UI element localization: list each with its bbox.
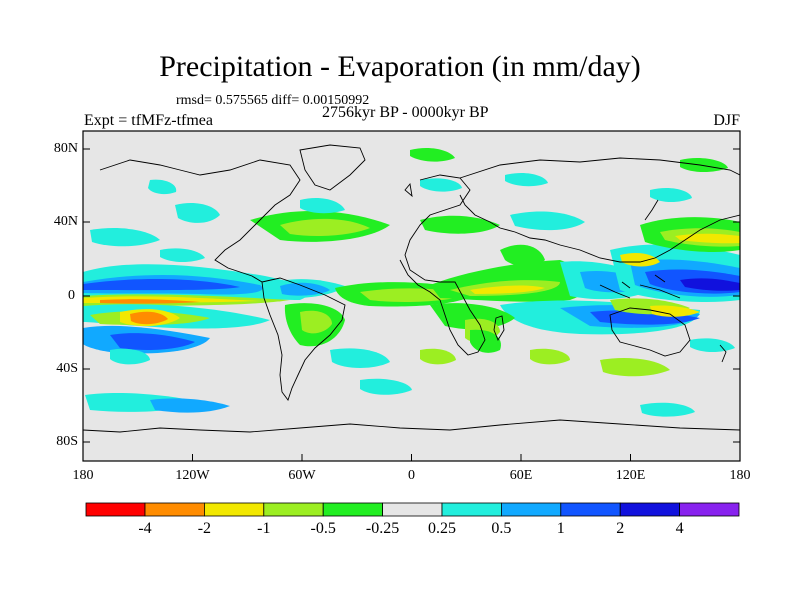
colorbar-label: -0.5 (310, 520, 336, 537)
field-patch (500, 244, 545, 267)
field-patch (150, 398, 230, 413)
colorbar-label: -0.25 (365, 520, 400, 537)
colorbar-box (619, 502, 681, 517)
x-tick-label: 60W (288, 468, 316, 483)
field-patch (420, 178, 462, 192)
y-tick-label: 80N (53, 141, 78, 156)
y-tick-label: 40N (53, 214, 78, 229)
colorbar-box (382, 502, 443, 517)
colorbar-label: -2 (197, 520, 212, 537)
field-patch (300, 198, 345, 214)
x-tick-label: 120E (615, 468, 646, 483)
colorbar-box (322, 502, 384, 517)
y-tick-label: 40S (56, 361, 78, 376)
field-patch (640, 402, 695, 417)
colorbar-label: -1 (257, 520, 271, 537)
page-title: Precipitation - Evaporation (in mm/day) (159, 50, 641, 83)
field-patch (470, 285, 545, 294)
field-patch (110, 333, 195, 350)
field-patch (690, 338, 735, 353)
field-patch (620, 252, 660, 267)
colorbar-box (560, 502, 621, 517)
season-label: DJF (713, 112, 740, 129)
field-patch (470, 329, 501, 353)
coastlines (83, 144, 740, 433)
x-tick-label: 180 (729, 468, 751, 483)
coastline-japan (644, 199, 659, 221)
field-patch (420, 215, 500, 234)
field-patch (90, 228, 160, 247)
field-patch (360, 378, 412, 395)
field-patch (505, 172, 548, 187)
coastline-north-america (99, 159, 301, 283)
colorbar-box (679, 502, 740, 517)
field-patch (130, 311, 168, 325)
field-layer (83, 147, 740, 417)
x-tick-marks (82, 454, 741, 461)
colorbar-box (203, 502, 265, 517)
field-patch (650, 187, 692, 203)
coastline-australia (609, 307, 691, 357)
y-tick-marks (83, 148, 740, 443)
field-patch (110, 348, 150, 365)
field-patch (650, 305, 700, 317)
colorbar-box (500, 502, 562, 517)
colorbar-label: 1 (556, 520, 565, 537)
field-patch (530, 348, 570, 365)
x-tick-label: 60E (509, 468, 533, 483)
x-tick-label: 0 (408, 468, 415, 483)
field-patch (680, 278, 740, 291)
field-patch (420, 348, 456, 365)
y-tick-label: 0 (68, 288, 75, 303)
colorbar-box (441, 502, 502, 517)
coastline-madagascar (493, 315, 505, 342)
field-patch (300, 310, 332, 334)
colorbar-label: -4 (138, 520, 152, 537)
field-patch (330, 348, 390, 368)
field-patch (148, 179, 177, 195)
period-text: 2756kyr BP - 0000kyr BP (322, 104, 489, 121)
coastline-uk (404, 182, 413, 198)
field-patch (280, 218, 370, 236)
x-tick-label: 120W (175, 468, 210, 483)
coastline-newzealand (719, 344, 727, 363)
coastline-antarctica (83, 419, 740, 433)
colorbar-label: 4 (675, 520, 684, 537)
coastline-south-america (261, 277, 346, 401)
colorbar-label: 0.5 (491, 520, 512, 537)
colorbar-box (85, 502, 146, 517)
y-tick-label: 80S (56, 434, 78, 449)
field-patch (680, 157, 728, 173)
field-patch (410, 147, 455, 162)
colorbar-label: 0.25 (428, 520, 456, 537)
field-patch (175, 203, 220, 223)
colorbar-box (144, 502, 205, 517)
coastline-indonesia (599, 274, 681, 299)
field-patch (600, 358, 670, 377)
coastline-greenland (299, 144, 366, 191)
colorbar-label: 2 (616, 520, 625, 537)
colorbar (85, 502, 740, 517)
field-patch (510, 211, 585, 231)
x-tick-label: 180 (72, 468, 94, 483)
coastline-europe-africa (399, 174, 486, 356)
field-patch (83, 278, 240, 291)
colorbar-box (263, 502, 324, 517)
coastline-asia (459, 157, 740, 263)
field-patch (100, 299, 200, 304)
stats-text: rmsd= 0.575565 diff= 0.00150992 (176, 93, 370, 108)
field-patch (160, 248, 205, 263)
experiment-label: Expt = tfMFz-tfmea (84, 112, 213, 129)
